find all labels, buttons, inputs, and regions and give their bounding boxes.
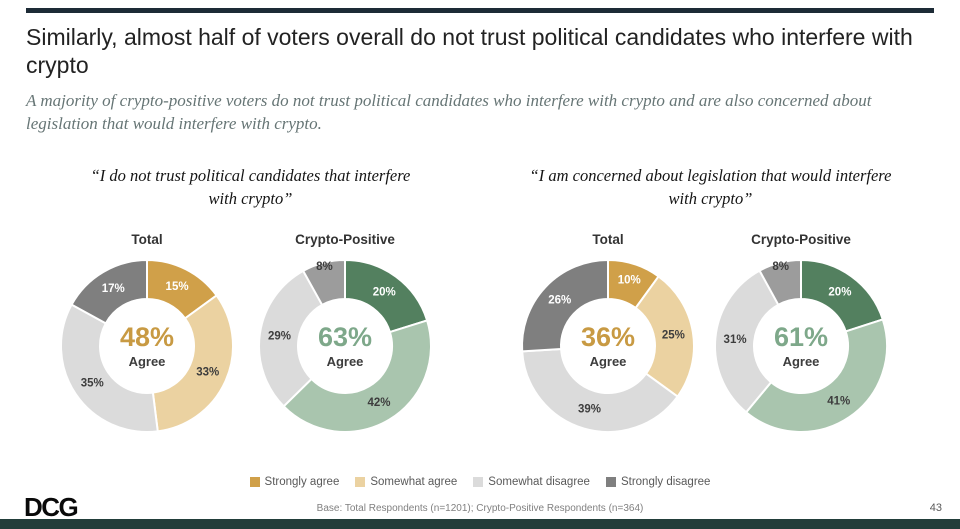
legend-swatch-somewhat-agree (355, 477, 366, 487)
donut-slice (521, 347, 679, 433)
slice-label: 26% (548, 295, 571, 307)
donut-slice (714, 269, 780, 414)
legend: Strongly agree Somewhat agree Somewhat d… (0, 476, 960, 488)
question-quote-legislation: “I am concerned about legislation that w… (529, 166, 892, 209)
slice-label: 20% (828, 286, 851, 298)
legend-swatch-strongly-disagree (605, 477, 616, 487)
page-number: 43 (929, 502, 942, 514)
legend-swatch-somewhat-disagree (473, 477, 484, 487)
donut-svg: 15% 33% 35% 17% (60, 259, 234, 433)
donut-title: Total (131, 232, 163, 247)
legend-label: Somewhat disagree (488, 476, 590, 488)
legend-item-strongly-disagree: Strongly disagree (605, 476, 711, 488)
donut-slice (758, 259, 802, 306)
slice-label: 31% (724, 334, 747, 346)
donut-block-legislation-crypto-positive: Crypto-Positive 20% 41% 31% 8% 61% Agree (706, 232, 896, 436)
base-note: Base: Total Respondents (n=1201); Crypto… (316, 503, 644, 514)
slide-title: Similarly, almost half of voters overall… (26, 24, 913, 79)
slice-label: 8% (316, 261, 333, 273)
slice-label: 15% (166, 281, 189, 293)
donut-block-trust-total: Total 15% 33% 35% 17% 48% Agree (52, 232, 242, 436)
slice-label: 39% (578, 404, 601, 416)
legend-label: Somewhat agree (370, 476, 458, 488)
donut-chart-legislation-crypto-positive: 20% 41% 31% 8% 61% Agree (711, 256, 891, 436)
donut-slice (302, 259, 346, 306)
donut-svg: 10% 25% 39% 26% (521, 259, 695, 433)
slice-label: 41% (827, 396, 850, 408)
slice-label: 42% (368, 397, 391, 409)
donut-chart-legislation-total: 10% 25% 39% 26% 36% Agree (518, 256, 698, 436)
slice-label: 10% (618, 275, 641, 287)
legend-item-somewhat-disagree: Somewhat disagree (473, 476, 590, 488)
donut-svg: 20% 41% 31% 8% (714, 259, 888, 433)
donut-slice (521, 259, 609, 353)
legend-swatch-strongly-agree (249, 477, 260, 487)
donut-chart-trust-crypto-positive: 20% 42% 29% 8% 63% Agree (255, 256, 435, 436)
donut-slice (282, 319, 432, 433)
question-quote-trust: “I do not trust political candidates tha… (90, 166, 411, 209)
slice-label: 20% (373, 287, 396, 299)
donut-slice (745, 318, 888, 433)
donut-chart-trust-total: 15% 33% 35% 17% 48% Agree (57, 256, 237, 436)
donut-title: Crypto-Positive (295, 232, 395, 247)
top-accent-bar (26, 8, 934, 13)
slice-label: 8% (772, 261, 789, 273)
bottom-accent-bar (0, 519, 960, 529)
legend-item-strongly-agree: Strongly agree (249, 476, 340, 488)
donut-title: Crypto-Positive (751, 232, 851, 247)
donut-slice (151, 294, 234, 433)
legend-label: Strongly disagree (620, 476, 711, 488)
donut-slice (258, 269, 324, 408)
donut-slice (634, 275, 695, 398)
slice-label: 25% (662, 330, 685, 342)
dcg-logo: DCG (24, 492, 79, 522)
slice-label: 17% (102, 283, 125, 295)
donut-slice (60, 303, 159, 433)
donut-svg: 20% 42% 29% 8% (258, 259, 432, 433)
legend-item-somewhat-agree: Somewhat agree (355, 476, 457, 488)
donut-block-trust-crypto-positive: Crypto-Positive 20% 42% 29% 8% 63% Agree (250, 232, 440, 436)
slice-label: 29% (268, 331, 291, 343)
legend-label: Strongly agree (264, 476, 340, 488)
slide-subtitle: A majority of crypto-positive voters do … (26, 91, 872, 133)
donut-title: Total (592, 232, 624, 247)
donut-block-legislation-total: Total 10% 25% 39% 26% 36% Agree (513, 232, 703, 436)
slice-label: 33% (196, 366, 219, 378)
slice-label: 35% (81, 377, 104, 389)
donut-slice (70, 259, 148, 325)
